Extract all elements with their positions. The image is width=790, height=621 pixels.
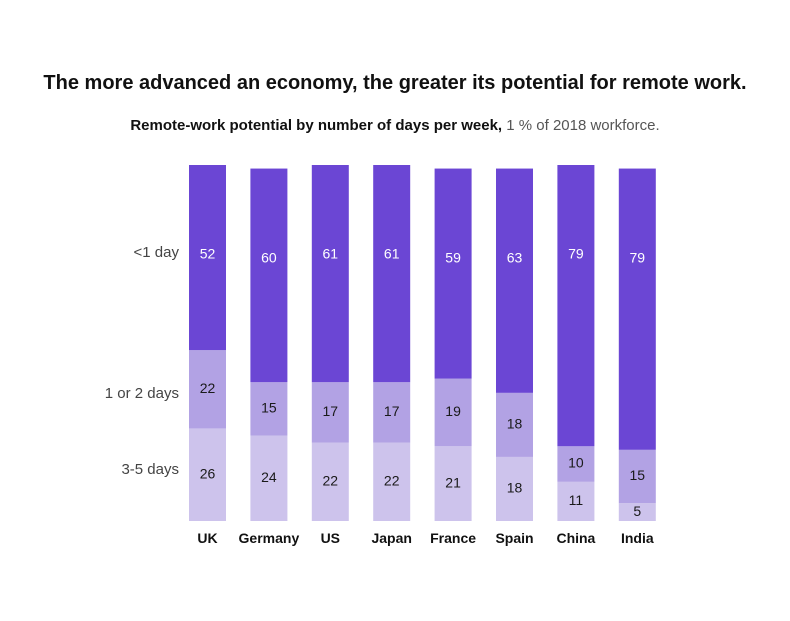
- bar-segment-japan-2: [373, 165, 411, 383]
- bar-segment-china-2: [557, 165, 595, 447]
- category-label: Japan: [371, 530, 411, 546]
- data-label-uk-1: 22: [200, 380, 216, 396]
- data-label-us-2: 61: [323, 246, 339, 262]
- row-label: <1 day: [134, 244, 180, 261]
- subtitle-light: 1 % of 2018 workforce.: [502, 117, 660, 134]
- bar-segment-spain-0: [496, 456, 533, 521]
- bar-segment-japan-1: [373, 382, 411, 443]
- bar-segment-uk-2: [189, 165, 226, 351]
- bar-segment-uk-0: [189, 428, 226, 521]
- category-label: France: [430, 530, 476, 546]
- data-label-germany-2: 60: [261, 249, 277, 265]
- category-label: India: [621, 530, 654, 546]
- bar-segment-germany-2: [250, 168, 288, 383]
- data-label-japan-0: 22: [384, 473, 400, 489]
- bar-segment-india-2: [618, 168, 656, 450]
- data-label-japan-1: 17: [384, 403, 400, 419]
- bar-segment-china-1: [557, 446, 595, 482]
- data-label-spain-0: 18: [507, 480, 523, 496]
- bar-segment-germany-0: [250, 435, 288, 521]
- subtitle-bold: Remote-work potential by number of days …: [130, 117, 503, 134]
- data-label-france-0: 21: [445, 474, 461, 490]
- category-label: UK: [197, 530, 217, 546]
- bar-segment-china-0: [557, 481, 595, 521]
- data-label-japan-2: 61: [384, 246, 400, 262]
- data-label-germany-1: 15: [261, 400, 277, 416]
- data-label-us-1: 17: [323, 403, 339, 419]
- data-label-spain-2: 63: [507, 249, 523, 265]
- data-label-france-2: 59: [445, 249, 461, 265]
- category-label: China: [556, 530, 595, 546]
- data-label-china-0: 11: [569, 492, 584, 508]
- bar-segment-france-2: [434, 168, 472, 379]
- bar-segment-india-0: [618, 503, 656, 521]
- bar-segment-uk-1: [189, 350, 226, 429]
- bar-segment-us-2: [311, 165, 349, 383]
- data-label-india-0: 5: [633, 503, 641, 519]
- category-label: Spain: [495, 530, 533, 546]
- bar-segment-france-0: [434, 446, 472, 521]
- row-label: 3-5 days: [121, 461, 179, 478]
- data-label-india-1: 15: [630, 467, 646, 483]
- data-label-germany-0: 24: [261, 469, 277, 485]
- bar-segment-france-1: [434, 378, 472, 447]
- data-label-spain-1: 18: [507, 416, 523, 432]
- category-label: US: [321, 530, 340, 546]
- data-label-us-0: 22: [323, 473, 339, 489]
- bar-segment-germany-1: [250, 382, 288, 436]
- bar-segment-spain-2: [496, 168, 533, 393]
- category-label: Germany: [239, 530, 300, 546]
- bar-segment-us-0: [311, 442, 349, 521]
- data-label-france-1: 19: [445, 403, 461, 419]
- chart-subtitle: Remote-work potential by number of days …: [0, 117, 790, 134]
- data-label-india-2: 79: [630, 249, 646, 265]
- data-label-china-1: 10: [568, 455, 584, 471]
- bar-segment-india-1: [618, 449, 656, 504]
- data-label-uk-0: 26: [200, 465, 216, 481]
- bar-segment-us-1: [311, 382, 349, 443]
- chart-title: The more advanced an economy, the greate…: [43, 72, 747, 94]
- row-label: 1 or 2 days: [105, 385, 179, 402]
- bar-segment-spain-1: [496, 392, 533, 457]
- bar-segment-japan-0: [373, 442, 411, 521]
- data-label-uk-2: 52: [200, 246, 216, 262]
- data-label-china-2: 79: [568, 246, 584, 262]
